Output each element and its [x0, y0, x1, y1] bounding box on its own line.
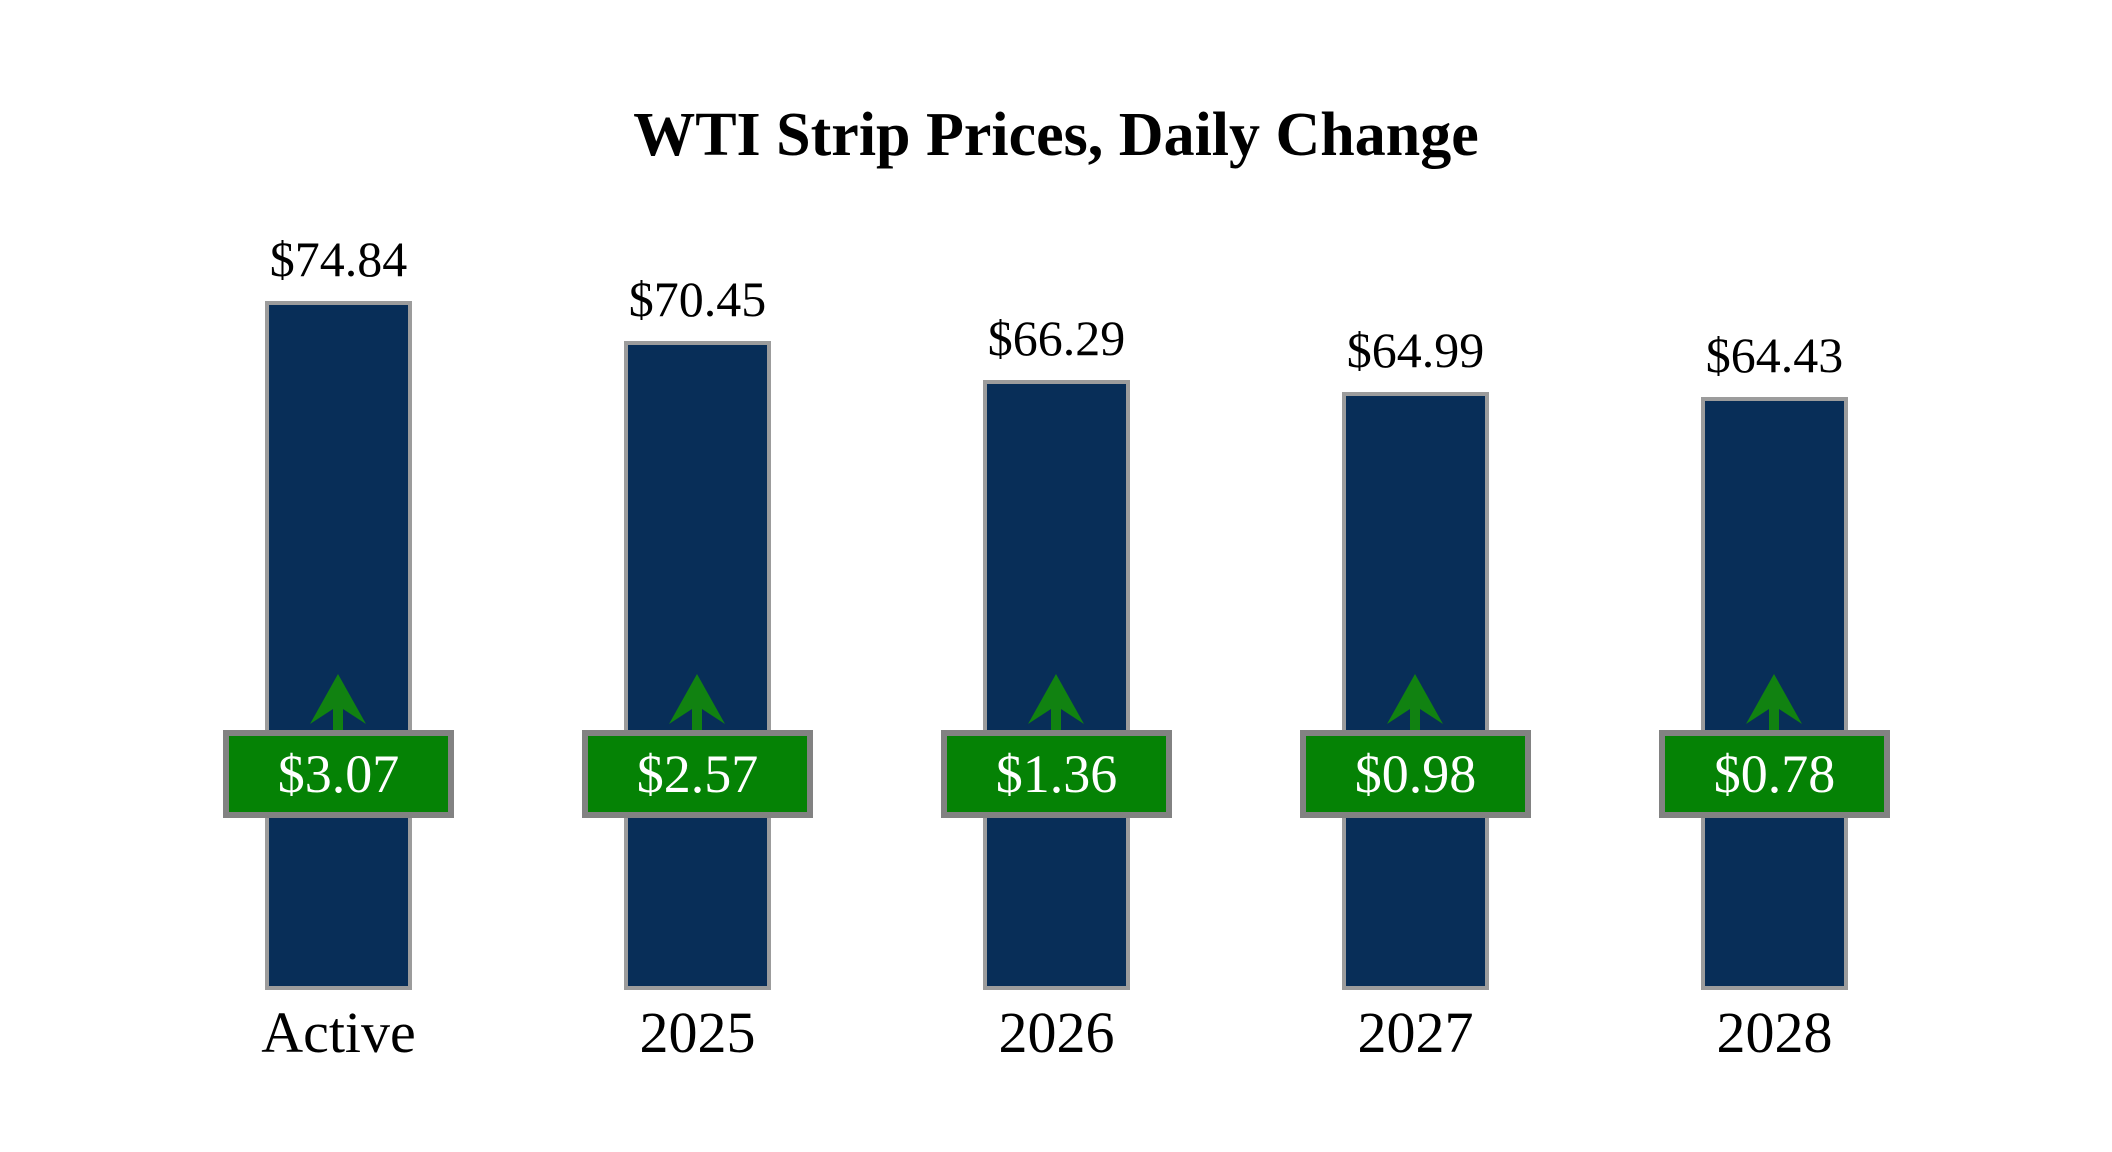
category-label: 2028: [1716, 1000, 1833, 1065]
price-label: $74.84: [269, 231, 408, 287]
change-badge-value: $1.36: [995, 744, 1118, 804]
up-arrow-icon: [1384, 674, 1446, 732]
change-badge: $1.36: [941, 730, 1172, 818]
change-badge: $2.57: [582, 730, 813, 818]
change-badge-value: $2.57: [636, 744, 759, 804]
bar-group: $66.29 $1.36 2026: [877, 0, 1236, 1152]
change-badge-value: $0.98: [1354, 744, 1477, 804]
category-label: Active: [261, 1000, 416, 1065]
up-arrow-icon: [307, 674, 369, 732]
up-arrow-icon: [666, 674, 728, 732]
bar-group: $70.45 $2.57 2025: [518, 0, 877, 1152]
change-badge: $0.78: [1659, 730, 1890, 818]
up-arrow-icon: [1743, 674, 1805, 732]
up-arrow-glyph: [1028, 674, 1084, 732]
up-arrow-glyph: [669, 674, 725, 732]
bar-group: $64.43 $0.78 2028: [1595, 0, 1954, 1152]
change-badge-value: $0.78: [1713, 744, 1836, 804]
price-label: $64.99: [1346, 322, 1485, 378]
change-badge: $3.07: [223, 730, 454, 818]
change-badge-value: $3.07: [277, 744, 400, 804]
up-arrow-glyph: [310, 674, 366, 732]
up-arrow-icon: [1025, 674, 1087, 732]
price-label: $64.43: [1705, 327, 1844, 383]
bar: [265, 301, 412, 990]
chart-title: WTI Strip Prices, Daily Change: [633, 101, 1479, 169]
category-label: 2025: [639, 1000, 756, 1065]
price-label: $66.29: [987, 310, 1126, 366]
bar-group: $64.99 $0.98 2027: [1236, 0, 1595, 1152]
bar: [624, 341, 771, 990]
category-label: 2027: [1357, 1000, 1474, 1065]
category-label: 2026: [998, 1000, 1115, 1065]
up-arrow-glyph: [1746, 674, 1802, 732]
price-label: $70.45: [628, 271, 767, 327]
bar-group: $74.84 $3.07 Active: [159, 0, 518, 1152]
up-arrow-glyph: [1387, 674, 1443, 732]
change-badge: $0.98: [1300, 730, 1531, 818]
